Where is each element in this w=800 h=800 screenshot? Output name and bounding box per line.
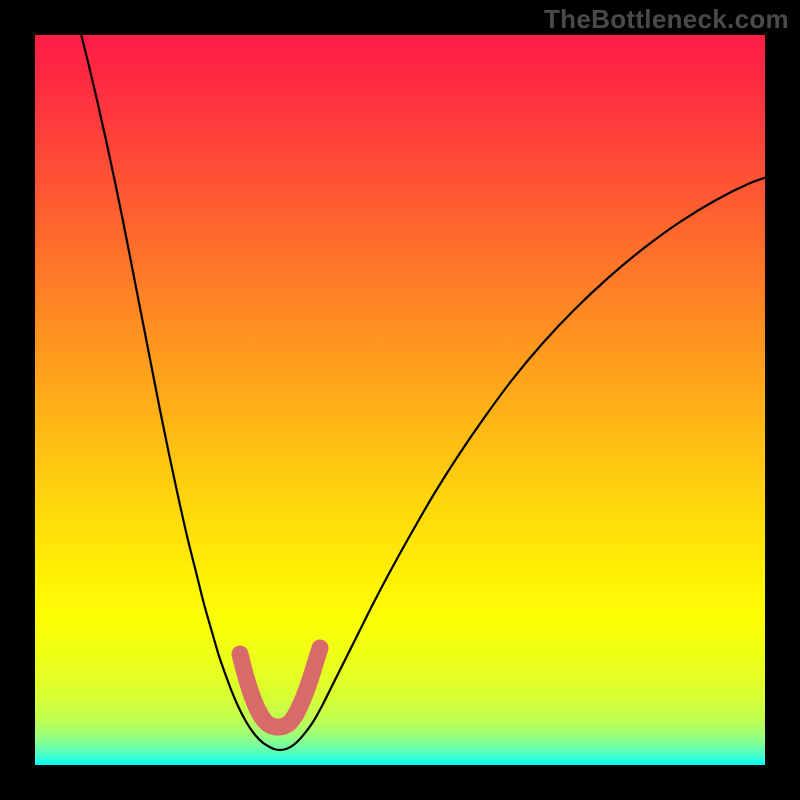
chart-svg: [0, 0, 800, 800]
frame-left: [0, 0, 35, 800]
frame-bottom: [0, 765, 800, 800]
watermark-text: TheBottleneck.com: [544, 4, 789, 35]
gradient-background: [35, 35, 765, 765]
frame-right: [765, 0, 800, 800]
